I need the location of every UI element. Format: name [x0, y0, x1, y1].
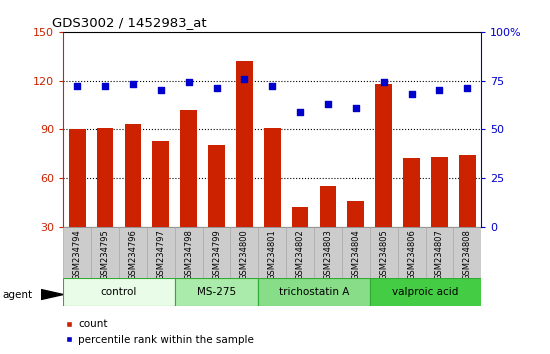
Bar — [258, 278, 370, 306]
Legend: count, percentile rank within the sample: count, percentile rank within the sample — [60, 315, 258, 349]
Bar — [342, 227, 370, 278]
Bar — [292, 207, 309, 227]
Text: GSM234797: GSM234797 — [156, 229, 166, 280]
Bar — [208, 145, 225, 227]
Text: GSM234807: GSM234807 — [435, 229, 444, 280]
Bar — [175, 278, 258, 306]
Bar — [69, 129, 86, 227]
Bar — [175, 227, 202, 278]
Bar — [63, 278, 175, 306]
Text: GSM234795: GSM234795 — [101, 229, 109, 280]
Point — [156, 87, 165, 93]
Bar — [147, 227, 175, 278]
Bar — [370, 278, 481, 306]
Text: GSM234794: GSM234794 — [73, 229, 82, 280]
Bar — [264, 127, 280, 227]
Bar — [320, 186, 337, 227]
Bar — [370, 227, 398, 278]
Bar — [202, 227, 230, 278]
Text: GSM234798: GSM234798 — [184, 229, 193, 280]
Text: GSM234801: GSM234801 — [268, 229, 277, 280]
Text: GSM234802: GSM234802 — [295, 229, 305, 280]
Bar — [431, 157, 448, 227]
Point — [212, 85, 221, 91]
Point — [101, 84, 109, 89]
Text: valproic acid: valproic acid — [392, 287, 459, 297]
Bar — [398, 227, 426, 278]
Bar — [119, 227, 147, 278]
Bar — [375, 84, 392, 227]
Point — [268, 84, 277, 89]
Point — [407, 91, 416, 97]
Text: GSM234808: GSM234808 — [463, 229, 472, 280]
Bar — [348, 201, 364, 227]
Point — [73, 84, 81, 89]
Bar — [124, 124, 141, 227]
Point — [379, 80, 388, 85]
Point — [129, 81, 138, 87]
Bar — [314, 227, 342, 278]
Bar — [180, 110, 197, 227]
Bar — [453, 227, 481, 278]
Text: GSM234796: GSM234796 — [128, 229, 138, 280]
Text: GSM234803: GSM234803 — [323, 229, 333, 280]
Text: GSM234805: GSM234805 — [379, 229, 388, 280]
Bar — [459, 155, 476, 227]
Text: GSM234799: GSM234799 — [212, 229, 221, 280]
Bar — [91, 227, 119, 278]
Text: agent: agent — [3, 290, 33, 299]
Text: MS-275: MS-275 — [197, 287, 236, 297]
Text: GSM234804: GSM234804 — [351, 229, 360, 280]
Text: GSM234800: GSM234800 — [240, 229, 249, 280]
Bar — [230, 227, 258, 278]
Bar — [236, 61, 253, 227]
Point — [463, 85, 472, 91]
Bar — [286, 227, 314, 278]
Point — [296, 109, 305, 115]
Point — [184, 80, 193, 85]
Text: GSM234806: GSM234806 — [407, 229, 416, 280]
Text: trichostatin A: trichostatin A — [279, 287, 349, 297]
Point — [240, 76, 249, 81]
Text: control: control — [101, 287, 137, 297]
Point — [435, 87, 444, 93]
Bar — [426, 227, 453, 278]
Text: GDS3002 / 1452983_at: GDS3002 / 1452983_at — [52, 16, 207, 29]
Bar — [152, 141, 169, 227]
Bar — [63, 227, 91, 278]
Bar — [403, 159, 420, 227]
Bar — [258, 227, 286, 278]
Point — [351, 105, 360, 110]
Point — [323, 101, 332, 107]
Bar — [97, 127, 113, 227]
Polygon shape — [41, 290, 63, 299]
